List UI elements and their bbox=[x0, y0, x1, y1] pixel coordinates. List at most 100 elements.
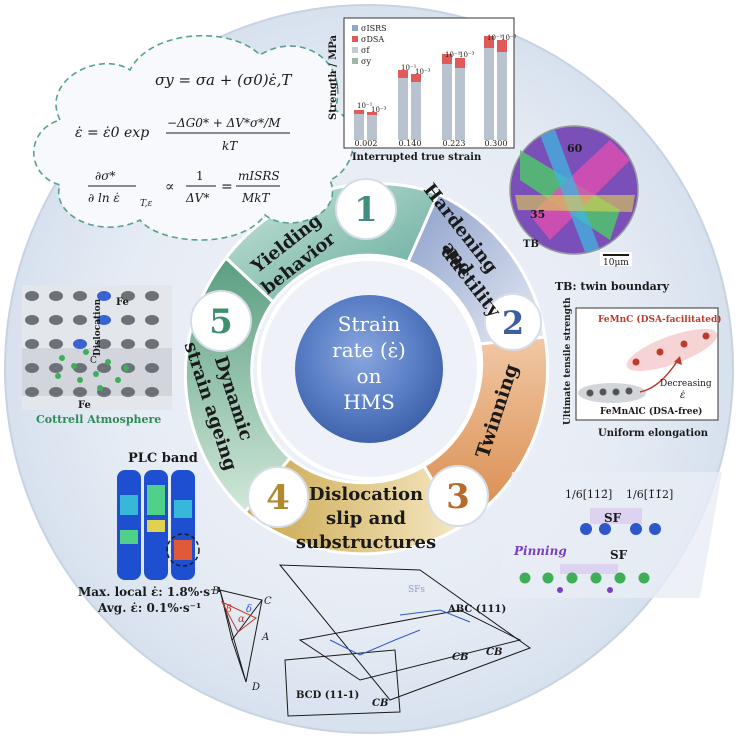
cottrell-c: C bbox=[90, 356, 97, 366]
rate-label: 10⁻¹ bbox=[357, 102, 373, 110]
c-atom bbox=[105, 359, 111, 365]
equation-3-rhs-num: mISRS bbox=[238, 169, 280, 183]
slip-label-a: A bbox=[261, 632, 269, 643]
bubble-3 bbox=[427, 465, 489, 527]
uts-point-gray bbox=[586, 389, 594, 397]
slip-label-d: D bbox=[251, 682, 260, 693]
bar-chart-bars bbox=[354, 36, 507, 140]
fe-atom bbox=[145, 315, 159, 325]
slip-label-beta: β bbox=[225, 604, 232, 615]
plc-band-patch bbox=[174, 540, 192, 560]
fe-atom bbox=[145, 339, 159, 349]
uts-point-red bbox=[702, 332, 710, 340]
bar-dsa-segment bbox=[354, 110, 364, 114]
fe-atom bbox=[25, 291, 39, 301]
sf-atom bbox=[630, 523, 642, 535]
sf-atom bbox=[614, 572, 626, 584]
center-disk bbox=[295, 295, 443, 443]
plc-avg: Avg. ε̇: 0.1%·s⁻¹ bbox=[97, 601, 201, 615]
sf-bg bbox=[498, 472, 722, 598]
cottrell-atoms bbox=[25, 291, 159, 397]
ebsd-label-60: 60 bbox=[567, 142, 583, 155]
rate-label: 10⁻¹ bbox=[401, 64, 417, 72]
dislocation-line bbox=[399, 609, 471, 623]
ebsd-label-35: 35 bbox=[530, 208, 545, 221]
sf-label-2: SF bbox=[610, 548, 628, 562]
cloud-outline bbox=[33, 35, 355, 241]
plc-band-patch bbox=[120, 495, 138, 515]
sf-atom bbox=[566, 572, 578, 584]
uts-femnc: FeMnC (DSA-facilitated) bbox=[598, 314, 722, 325]
label-dislocation-3: substructures bbox=[296, 532, 436, 553]
bar bbox=[398, 70, 408, 140]
number-4: 4 bbox=[266, 478, 290, 518]
center-line-2: rate (ε̇) bbox=[332, 338, 406, 362]
equation-3-propto: ∝ bbox=[165, 179, 174, 195]
sf-atom bbox=[638, 572, 650, 584]
rate-label: 10⁻¹ bbox=[487, 34, 503, 42]
bar-chart-xlabel: Interrupted true strain bbox=[352, 152, 482, 163]
plc-band-patch bbox=[120, 530, 138, 544]
fe-atom bbox=[49, 315, 63, 325]
ebsd-grain bbox=[530, 140, 630, 240]
uts-point-gray bbox=[612, 388, 620, 396]
bar-dsa-segment bbox=[367, 112, 377, 115]
fe-atom bbox=[97, 363, 111, 373]
rate-label: 10⁻³ bbox=[459, 51, 475, 59]
fe-atom bbox=[97, 339, 111, 349]
number-5: 5 bbox=[209, 302, 233, 342]
fe-atom bbox=[121, 315, 135, 325]
fe-atom bbox=[121, 387, 135, 397]
sf-atom bbox=[542, 572, 554, 584]
c-atom bbox=[123, 365, 129, 371]
legend-item: σy bbox=[361, 57, 371, 66]
bar bbox=[497, 40, 507, 140]
sf-atom bbox=[590, 572, 602, 584]
bar-chart-xtick: 0.223 bbox=[443, 139, 466, 148]
bar-dsa-segment bbox=[398, 70, 408, 78]
c-atom bbox=[71, 363, 77, 369]
rate-label: 10⁻³ bbox=[371, 106, 387, 114]
cottrell-caption: Cottrell Atmosphere bbox=[36, 413, 161, 426]
plc-band-patch bbox=[174, 500, 192, 518]
slip-label-cb: CB bbox=[372, 698, 388, 709]
label-dislocation-1: Dislocation bbox=[309, 484, 423, 505]
legend-item: σf bbox=[361, 46, 370, 55]
uts-point-red bbox=[680, 340, 688, 348]
c-atom bbox=[97, 385, 103, 391]
bubble-4 bbox=[247, 466, 309, 528]
c-atom bbox=[115, 377, 121, 383]
ebsd-grain bbox=[540, 130, 600, 252]
bubble-1 bbox=[335, 178, 397, 240]
center-line-1: Strain bbox=[338, 312, 401, 336]
slip-label-alpha: α bbox=[238, 614, 245, 625]
center-line-4: HMS bbox=[343, 390, 395, 414]
sf-atom bbox=[599, 523, 611, 535]
ebsd-map: 60 35 TB 10μm TB: twin boundary bbox=[509, 125, 670, 293]
sf-solute bbox=[557, 587, 563, 593]
c-atom bbox=[55, 373, 61, 379]
equation-2-num: −ΔG0* + ΔV*σ*/M bbox=[167, 116, 281, 130]
bar-chart-legend: σISRS σDSA σf σy bbox=[352, 24, 387, 66]
plc-title: PLC band bbox=[128, 451, 198, 466]
slip-label-b: B bbox=[211, 586, 219, 597]
sf-pinning: Pinning bbox=[513, 544, 567, 558]
plc-panel: PLC band Max. local ε̇: 1.8%·s⁻¹ Avg. ε̇… bbox=[78, 451, 222, 615]
cottrell-dislocation: Dislocation bbox=[93, 298, 103, 356]
bar-dsa-segment bbox=[442, 54, 452, 64]
c-atom bbox=[59, 355, 65, 361]
strength-bar-chart: Strength / MPa Interrupted true strain 0… bbox=[328, 17, 517, 163]
tetrahedron-face bbox=[219, 589, 263, 642]
slip-label-bcd: BCD (11-1) bbox=[296, 690, 359, 701]
cottrell-panel: Fe Dislocation C Fe Cottrell Atmosphere bbox=[22, 285, 172, 426]
sf-atom bbox=[649, 523, 661, 535]
bar-chart-xticks: 0.002 0.140 0.223 0.300 bbox=[355, 139, 508, 148]
cottrell-fe-top: Fe bbox=[116, 297, 129, 308]
ebsd-label-tb: TB bbox=[523, 239, 539, 250]
dislocation-line bbox=[329, 629, 421, 656]
c-atom bbox=[83, 349, 89, 355]
equation-3-mid-num: 1 bbox=[196, 169, 204, 183]
slip-label-c: C bbox=[264, 596, 272, 607]
ebsd-caption: TB: twin boundary bbox=[555, 280, 670, 293]
uts-point-gray bbox=[599, 388, 607, 396]
